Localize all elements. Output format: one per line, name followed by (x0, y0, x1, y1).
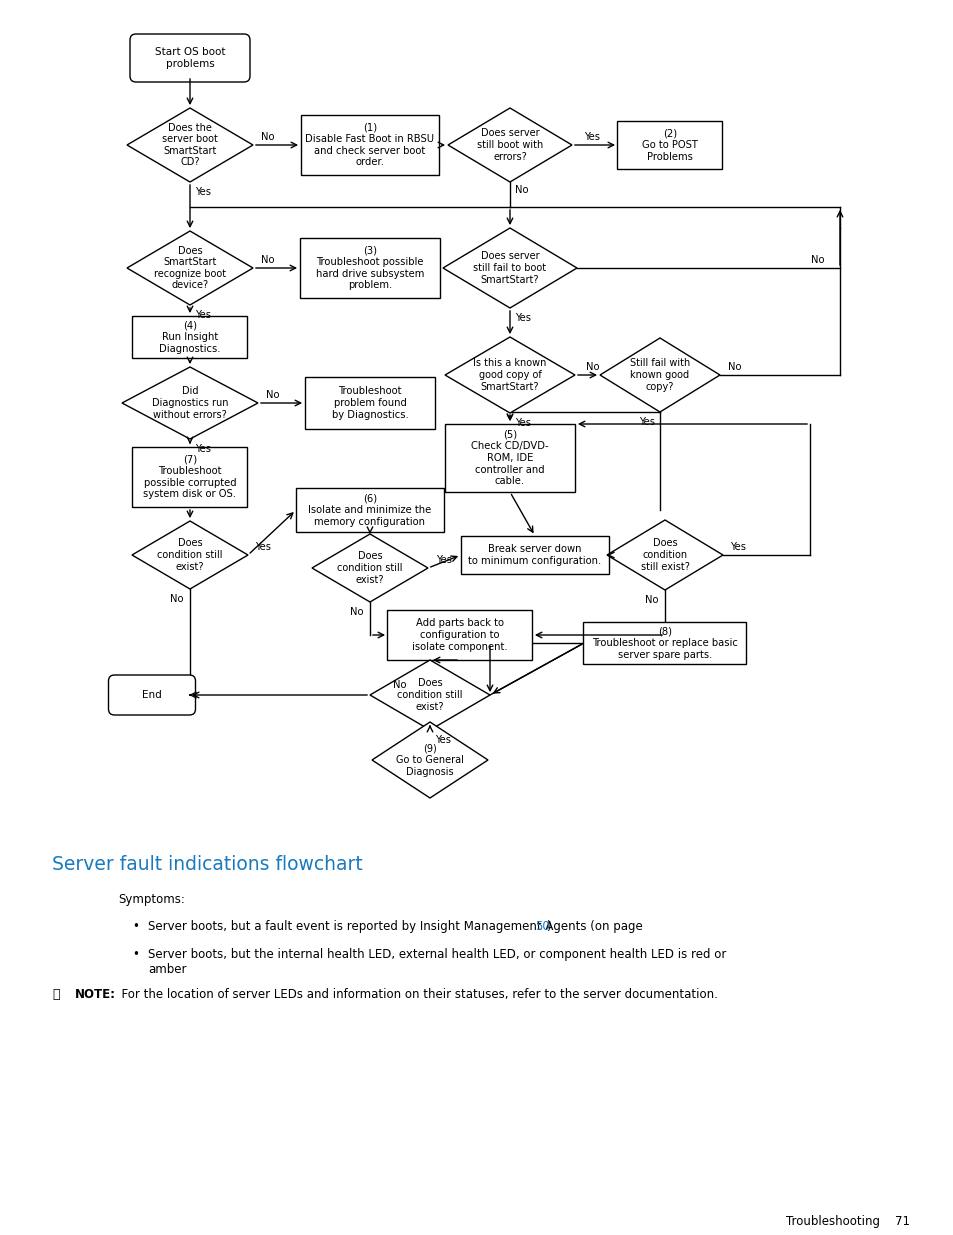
Text: Yes: Yes (254, 542, 271, 552)
Text: Does server
still boot with
errors?: Does server still boot with errors? (476, 128, 542, 162)
Polygon shape (444, 337, 575, 412)
Polygon shape (606, 520, 722, 590)
Text: Yes: Yes (194, 445, 211, 454)
Text: No: No (350, 606, 363, 618)
Text: (2)
Go to POST
Problems: (2) Go to POST Problems (641, 128, 698, 162)
Text: Still fail with
known good
copy?: Still fail with known good copy? (629, 358, 689, 391)
Text: Does
condition
still exist?: Does condition still exist? (639, 538, 689, 572)
Text: Break server down
to minimum configuration.: Break server down to minimum configurati… (468, 545, 601, 566)
FancyBboxPatch shape (109, 676, 195, 715)
Text: Yes: Yes (515, 417, 531, 429)
Polygon shape (442, 228, 577, 308)
Text: •: • (132, 920, 139, 932)
Text: Yes: Yes (639, 417, 655, 427)
FancyBboxPatch shape (299, 238, 439, 298)
Text: (7)
Troubleshoot
possible corrupted
system disk or OS.: (7) Troubleshoot possible corrupted syst… (143, 454, 236, 499)
Text: Does the
server boot
SmartStart
CD?: Does the server boot SmartStart CD? (162, 122, 217, 168)
Text: 📋: 📋 (52, 988, 59, 1002)
Text: (5)
Check CD/DVD-
ROM, IDE
controller and
cable.: (5) Check CD/DVD- ROM, IDE controller an… (471, 430, 548, 487)
Text: Server fault indications flowchart: Server fault indications flowchart (52, 855, 362, 874)
FancyBboxPatch shape (130, 35, 250, 82)
Text: End: End (142, 690, 162, 700)
FancyBboxPatch shape (305, 377, 435, 429)
Text: (6)
Isolate and minimize the
memory configuration: (6) Isolate and minimize the memory conf… (308, 494, 431, 526)
Text: (1)
Disable Fast Boot in RBSU
and check server boot
order.: (1) Disable Fast Boot in RBSU and check … (305, 122, 435, 168)
FancyBboxPatch shape (460, 536, 608, 574)
Text: Does
condition still
exist?: Does condition still exist? (396, 678, 462, 711)
Text: Does server
still fail to boot
SmartStart?: Does server still fail to boot SmartStar… (473, 252, 546, 284)
Text: Server boots, but the internal health LED, external health LED, or component hea: Server boots, but the internal health LE… (148, 948, 725, 976)
Text: No: No (261, 254, 274, 266)
Text: Add parts back to
configuration to
isolate component.: Add parts back to configuration to isola… (412, 619, 507, 652)
Polygon shape (370, 659, 490, 730)
Text: No: No (727, 362, 741, 372)
Text: No: No (515, 185, 528, 195)
Text: Is this a known
good copy of
SmartStart?: Is this a known good copy of SmartStart? (473, 358, 546, 391)
Text: Yes: Yes (515, 312, 531, 324)
Text: No: No (644, 595, 659, 605)
Polygon shape (127, 231, 253, 305)
Text: Troubleshooting    71: Troubleshooting 71 (785, 1215, 909, 1228)
FancyBboxPatch shape (387, 610, 532, 659)
Text: Start OS boot
problems: Start OS boot problems (154, 47, 225, 69)
Text: (3)
Troubleshoot possible
hard drive subsystem
problem.: (3) Troubleshoot possible hard drive sub… (315, 246, 424, 290)
FancyBboxPatch shape (132, 316, 247, 358)
Text: •: • (132, 948, 139, 961)
Text: NOTE:: NOTE: (75, 988, 116, 1002)
Text: Yes: Yes (435, 735, 451, 745)
Text: No: No (393, 680, 406, 690)
FancyBboxPatch shape (132, 447, 247, 508)
Text: No: No (170, 594, 184, 604)
Text: Yes: Yes (729, 542, 745, 552)
Text: (9)
Go to General
Diagnosis: (9) Go to General Diagnosis (395, 743, 463, 777)
Polygon shape (127, 107, 253, 182)
Text: Yes: Yes (583, 132, 599, 142)
Text: Symptoms:: Symptoms: (118, 893, 185, 906)
Text: Troubleshoot
problem found
by Diagnostics.: Troubleshoot problem found by Diagnostic… (332, 387, 408, 420)
Text: (8)
Troubleshoot or replace basic
server spare parts.: (8) Troubleshoot or replace basic server… (592, 626, 738, 659)
Polygon shape (122, 367, 257, 438)
Text: (4)
Run Insight
Diagnostics.: (4) Run Insight Diagnostics. (159, 320, 220, 353)
Polygon shape (312, 534, 428, 601)
Text: 50: 50 (535, 920, 549, 932)
FancyBboxPatch shape (295, 488, 443, 532)
Text: Yes: Yes (436, 555, 452, 564)
Text: Does
condition still
exist?: Does condition still exist? (337, 551, 402, 584)
FancyBboxPatch shape (301, 115, 438, 175)
Polygon shape (372, 722, 488, 798)
FancyBboxPatch shape (617, 121, 721, 169)
Text: No: No (266, 390, 279, 400)
Text: No: No (586, 362, 599, 372)
Text: No: No (261, 132, 274, 142)
Text: Does
SmartStart
recognize boot
device?: Does SmartStart recognize boot device? (153, 246, 226, 290)
Text: Yes: Yes (194, 310, 211, 320)
Text: Yes: Yes (194, 186, 211, 198)
Text: ): ) (545, 920, 550, 932)
Polygon shape (132, 521, 248, 589)
Polygon shape (448, 107, 572, 182)
Text: For the location of server LEDs and information on their statuses, refer to the : For the location of server LEDs and info… (113, 988, 717, 1002)
Text: Server boots, but a fault event is reported by Insight Management Agents (on pag: Server boots, but a fault event is repor… (148, 920, 646, 932)
Text: Did
Diagnostics run
without errors?: Did Diagnostics run without errors? (152, 387, 228, 420)
Text: Does
condition still
exist?: Does condition still exist? (157, 538, 222, 572)
Text: No: No (810, 254, 824, 266)
FancyBboxPatch shape (583, 622, 745, 664)
Polygon shape (599, 338, 720, 412)
FancyBboxPatch shape (444, 424, 575, 492)
